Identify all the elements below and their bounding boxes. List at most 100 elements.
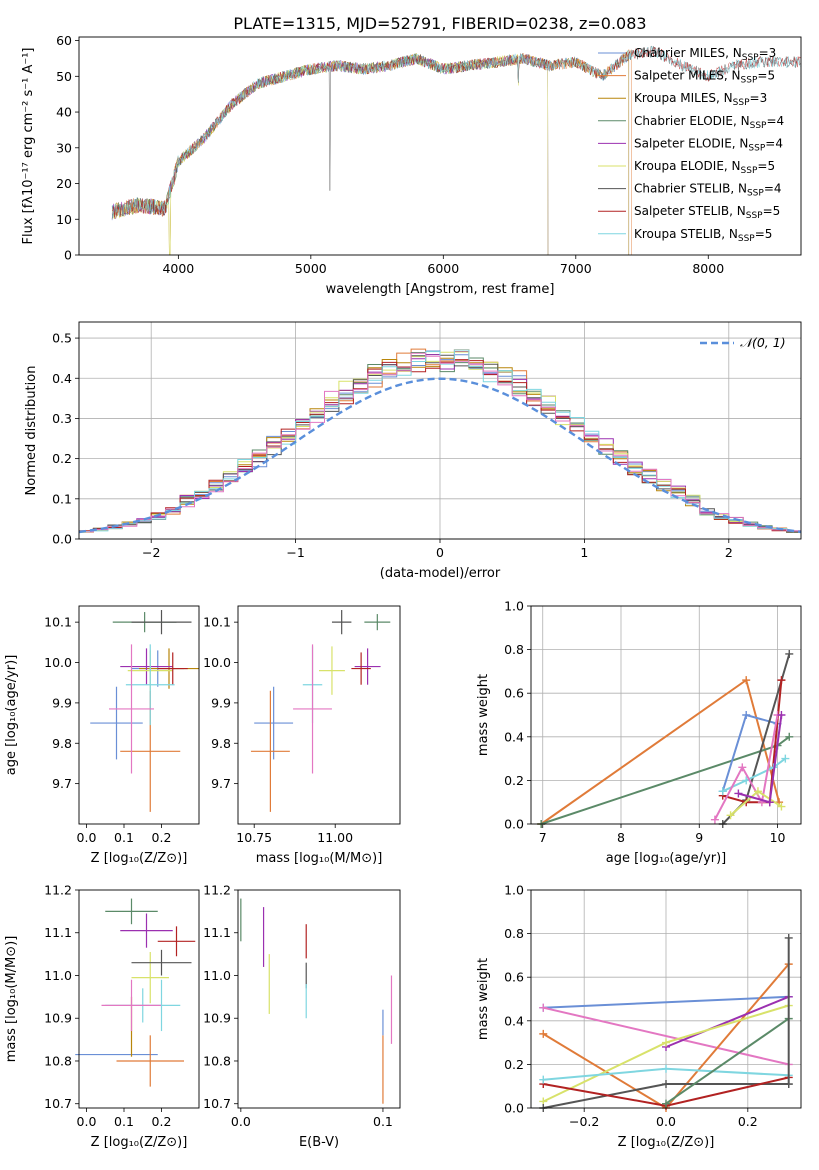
y-tick-label: 0.2 [52,451,72,466]
y-tick-label: 10 [56,212,72,227]
x-tick-label: 2 [725,545,733,560]
weight-marker [777,711,786,719]
weight-marker [753,787,762,796]
weight-marker [662,1064,670,1073]
figure-title: PLATE=1315, MJD=52791, FIBERID=0238, z=0… [233,14,646,33]
weight-marker [710,815,719,824]
y-tick-label: 11.0 [44,968,72,983]
x-tick-label: 7 [539,830,547,845]
weight-marker [718,787,727,796]
x-tick-label: 9 [695,830,703,845]
weight-marker [539,1075,548,1084]
x-tick-label: 0.1 [114,830,134,845]
mass-weight-vs-metallicity-panel: −0.2 0.0 0.2 0.0 0.2 0.4 0.6 0.8 1.0 Z [log₁₀(Z/Z… [476,883,802,1150]
y-axis-label: mass weight [476,674,491,756]
residual-histogram-panel: −2 −1 0 1 2 0.0 0.1 0.2 0.3 0.4 0.5 (data-model)/er… [24,321,802,581]
spectrum-line [111,46,801,218]
axes-frame [530,889,802,1109]
age-vs-metallicity-panel: 0.0 0.1 0.2 9.7 9.8 9.9 10.0 10.1 Z [log₁₀(Z/Z⊙)… [4,605,200,866]
weight-marker [539,1003,548,1012]
y-tick-label: 30 [56,140,72,155]
y-tick-label: 10.8 [44,1053,72,1068]
x-tick-label: 0.1 [114,1114,134,1129]
weight-marker [784,1080,793,1089]
y-tick-label: 10.0 [203,655,231,670]
x-tick-label: 0.2 [152,830,172,845]
weight-line [543,995,789,1009]
y-axis-label: Normed distribution [24,366,39,496]
y-tick-label: 0 [64,248,72,263]
y-tick-label: 40 [56,105,72,120]
y-tick-label: 1.0 [504,883,524,898]
weight-marker [734,789,743,798]
weight-marker [765,798,774,807]
mass-weight-vs-age-panel: 7 8 9 10 0.0 0.2 0.4 0.6 0.8 1.0 age [log₁₀(age/yr… [476,599,802,866]
legend-label: Kroupa STELIB, NSSP=5 [634,227,772,244]
weight-marker [726,811,735,820]
y-tick-label: 11.2 [44,883,72,898]
spectrum-line [112,46,801,218]
y-tick-label: 0.6 [504,970,524,985]
axes-frame [78,36,802,256]
y-tick-label: 0.1 [52,491,72,506]
y-tick-label: 0.8 [504,642,524,657]
axes-frame [237,889,401,1109]
y-tick-label: 11.1 [44,925,72,940]
y-tick-label: 9.8 [211,736,231,751]
y-tick-label: 9.9 [52,695,72,710]
weight-line [722,757,786,793]
weight-marker [777,676,786,685]
y-tick-label: 10.0 [44,655,72,670]
y-tick-label: 11.0 [203,968,231,983]
weight-marker [781,754,790,763]
x-tick-label: −2 [142,545,160,560]
x-tick-label: 5000 [295,261,327,276]
y-tick-label: 9.8 [52,736,72,751]
y-tick-label: 9.7 [211,776,231,791]
y-tick-label: 1.0 [504,599,524,614]
weight-marker [777,802,786,811]
x-tick-label: 8000 [692,261,724,276]
axes-frame [530,605,802,825]
x-axis-label: E(B-V) [299,1135,339,1150]
weight-line [665,1017,790,1105]
y-tick-label: 10.9 [203,1011,231,1026]
y-tick-label: 9.9 [211,695,231,710]
legend-label: Kroupa ELODIE, NSSP=5 [634,159,775,176]
legend-label: Chabrier STELIB, NSSP=4 [634,182,782,199]
x-tick-label: 0.2 [152,1114,172,1129]
x-tick-label: 0.1 [373,1114,393,1129]
y-tick-label: 0.3 [52,411,72,426]
y-tick-label: 0.4 [504,729,524,744]
weight-marker [662,1099,670,1108]
y-tick-label: 20 [56,176,72,191]
y-axis-label: Flux [fλ10⁻¹⁷ erg cm⁻² s⁻¹ A⁻¹] [21,48,36,245]
y-tick-label: 50 [56,69,72,84]
x-tick-label: 7000 [560,261,592,276]
x-tick-label: 0.0 [77,1114,97,1129]
x-tick-label: 0.2 [738,1114,758,1129]
y-tick-label: 10.9 [44,1011,72,1026]
x-axis-label: Z [log₁₀(Z/Z⊙)] [618,1135,715,1150]
weight-line [543,1006,789,1066]
weight-marker [742,676,751,685]
weight-marker [785,732,794,741]
x-tick-label: 0 [436,545,444,560]
axes-frame [78,889,200,1109]
legend-label: Salpeter MILES, NSSP=5 [634,69,775,86]
y-axis-label: mass weight [476,958,491,1040]
weight-marker [784,933,793,942]
axes-frame [78,605,200,825]
y-axis-label: age [log₁₀(age/yr)] [4,655,19,776]
x-tick-label: 6000 [427,261,459,276]
y-tick-label: 10.1 [203,615,231,630]
weight-marker [742,711,751,719]
y-tick-label: 0.2 [504,1057,524,1072]
y-tick-label: 0.6 [504,686,524,701]
y-tick-label: 0.0 [504,1101,524,1116]
y-tick-label: 0.4 [52,371,72,386]
legend-label: 𝒩(0, 1) [740,335,786,350]
y-tick-label: 11.1 [203,925,231,940]
x-axis-label: wavelength [Angstrom, rest frame] [326,282,555,297]
x-axis-label: Z [log₁₀(Z/Z⊙)] [91,851,188,866]
